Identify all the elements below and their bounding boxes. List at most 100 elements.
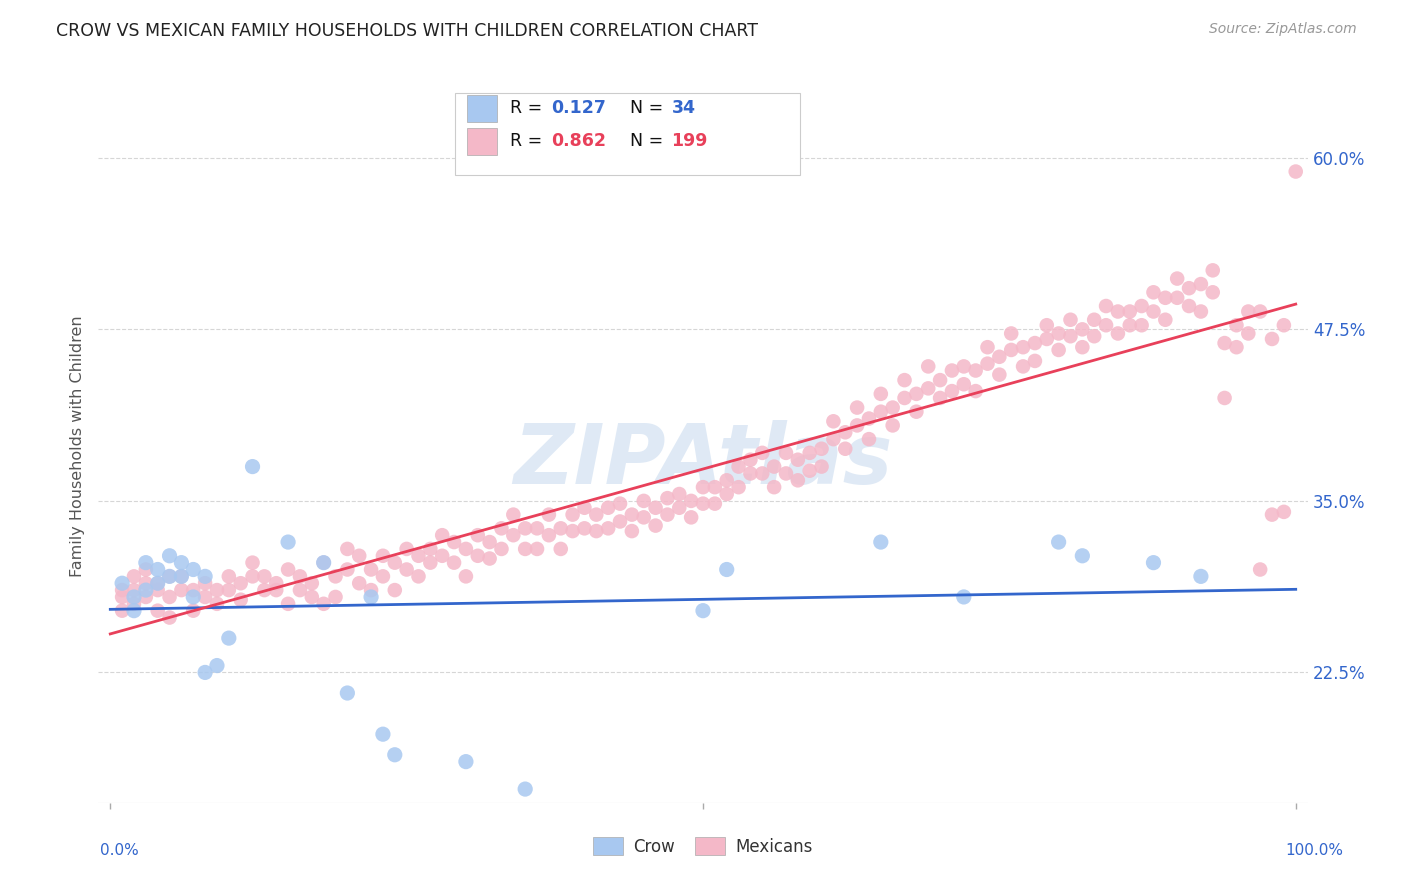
Point (1249, 562, 1271, 576)
Point (823, 414, 845, 428)
Point (229, 576, 252, 591)
Point (1142, 304, 1164, 318)
Point (526, 521, 548, 535)
Point (952, 590, 974, 604)
Point (384, 583, 406, 598)
Point (181, 590, 204, 604)
Point (135, 590, 157, 604)
Point (146, 583, 169, 598)
Point (277, 535, 299, 549)
Point (917, 359, 939, 374)
Point (858, 411, 880, 425)
Point (419, 556, 441, 570)
Point (159, 569, 181, 583)
Point (893, 391, 915, 405)
Point (1202, 263, 1225, 277)
Point (1189, 304, 1212, 318)
Point (242, 556, 264, 570)
Point (1036, 318, 1059, 333)
Point (799, 464, 821, 478)
Point (122, 597, 145, 611)
Point (146, 604, 169, 618)
Point (692, 480, 714, 494)
Point (574, 521, 596, 535)
Point (952, 359, 974, 374)
Text: 0.862: 0.862 (551, 132, 606, 150)
Point (740, 452, 762, 467)
Point (122, 569, 145, 583)
Point (1024, 336, 1046, 351)
Point (786, 452, 808, 467)
Point (336, 562, 359, 576)
Point (1119, 304, 1142, 318)
Point (146, 576, 169, 591)
FancyBboxPatch shape (467, 128, 498, 155)
Point (786, 473, 808, 487)
Point (1178, 299, 1201, 313)
Point (692, 604, 714, 618)
Point (111, 604, 134, 618)
Point (1142, 285, 1164, 300)
Point (716, 562, 738, 576)
Point (159, 590, 181, 604)
Point (681, 510, 703, 524)
Point (146, 562, 169, 576)
Point (1154, 291, 1177, 305)
Text: 34: 34 (672, 100, 696, 118)
Point (1142, 556, 1164, 570)
Point (288, 583, 311, 598)
Point (1202, 285, 1225, 300)
Point (478, 535, 501, 549)
Point (111, 590, 134, 604)
Point (146, 576, 169, 591)
Point (277, 597, 299, 611)
FancyBboxPatch shape (456, 93, 800, 175)
Point (941, 363, 963, 377)
Point (1024, 354, 1046, 368)
Point (1178, 281, 1201, 295)
Text: 199: 199 (672, 132, 709, 150)
Point (965, 363, 987, 377)
Point (1000, 326, 1022, 341)
Point (893, 373, 915, 387)
Point (181, 604, 204, 618)
Point (301, 590, 323, 604)
Point (633, 494, 655, 508)
Point (325, 590, 347, 604)
Point (1059, 312, 1081, 326)
Point (1285, 164, 1308, 178)
Point (253, 569, 276, 583)
Point (1107, 304, 1129, 318)
Point (122, 590, 145, 604)
Point (751, 446, 773, 460)
Point (467, 549, 489, 563)
Point (277, 562, 299, 576)
Point (692, 497, 714, 511)
Point (205, 597, 228, 611)
Point (716, 487, 738, 501)
Point (159, 610, 181, 624)
Point (1249, 304, 1271, 318)
Point (537, 528, 560, 542)
Point (1166, 291, 1188, 305)
Point (1047, 343, 1070, 357)
Point (1237, 326, 1260, 341)
Point (1225, 318, 1247, 333)
Point (644, 500, 666, 515)
Point (905, 387, 928, 401)
Point (1261, 508, 1284, 522)
Point (537, 508, 560, 522)
Point (170, 583, 193, 598)
Legend: Crow, Mexicans: Crow, Mexicans (586, 830, 820, 863)
Point (526, 541, 548, 556)
Text: ZIPAtlas: ZIPAtlas (513, 420, 893, 500)
Y-axis label: Family Households with Children: Family Households with Children (70, 315, 86, 577)
Point (703, 497, 725, 511)
Point (976, 357, 998, 371)
Point (1272, 505, 1295, 519)
Point (1071, 322, 1094, 336)
Point (917, 381, 939, 395)
Point (515, 541, 537, 556)
Point (253, 583, 276, 598)
Point (1189, 569, 1212, 583)
